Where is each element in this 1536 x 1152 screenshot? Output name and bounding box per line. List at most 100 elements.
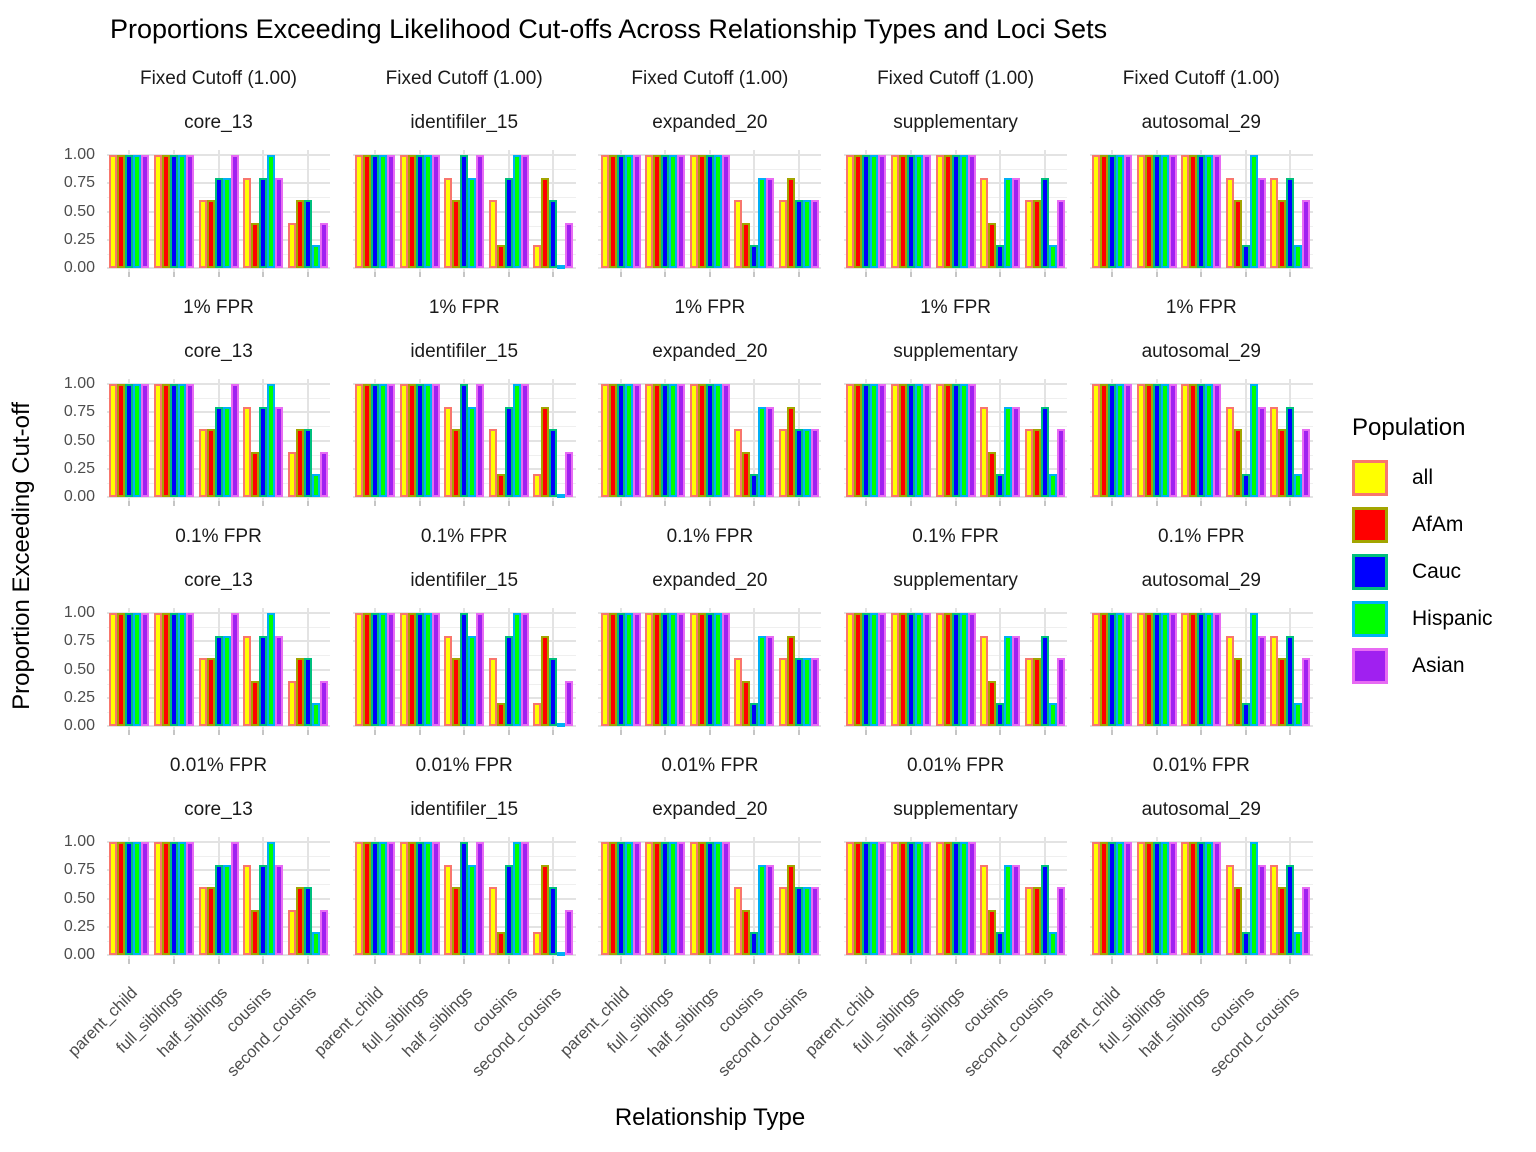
- bar-expanded_20-cousins-Hispanic: [758, 864, 767, 955]
- bar-core_13-half_siblings-Asian: [230, 842, 239, 955]
- facet-panel: [107, 608, 330, 735]
- bar-expanded_20-half_siblings-Hispanic: [713, 842, 722, 955]
- bar-autosomal_29-parent_child-AfAm: [1100, 842, 1109, 955]
- bar-core_13-full_siblings-all: [153, 842, 162, 955]
- bar-core_13-full_siblings-Hispanic: [177, 384, 186, 497]
- x-tick-mark: [1111, 272, 1114, 277]
- bar-autosomal_29-half_siblings-AfAm: [1189, 613, 1198, 726]
- bar-expanded_20-full_siblings-Cauc: [661, 842, 670, 955]
- bar-identifiler_15-parent_child-Asian: [386, 842, 395, 955]
- bar-supplementary-cousins-Hispanic: [1004, 635, 1013, 726]
- facet-strip-loci: core_13: [184, 799, 253, 820]
- x-tick-mark: [798, 272, 801, 277]
- bar-supplementary-half_siblings-Asian: [967, 613, 976, 726]
- bar-core_13-full_siblings-Cauc: [169, 613, 178, 726]
- bar-expanded_20-second_cousins-Cauc: [795, 887, 804, 955]
- bar-identifiler_15-second_cousins-Hispanic: [557, 952, 566, 956]
- bar-autosomal_29-half_siblings-Cauc: [1197, 384, 1206, 497]
- bar-supplementary-half_siblings-Cauc: [951, 384, 960, 497]
- bar-core_13-cousins-Asian: [275, 406, 284, 497]
- gridline-vertical: [1244, 837, 1247, 959]
- bar-expanded_20-parent_child-Cauc: [616, 842, 625, 955]
- bar-expanded_20-cousins-AfAm: [742, 680, 751, 726]
- facet-panel: [352, 837, 576, 964]
- bar-expanded_20-half_siblings-Hispanic: [713, 613, 722, 726]
- bar-expanded_20-half_siblings-Asian: [721, 155, 730, 268]
- bar-core_13-full_siblings-Cauc: [169, 384, 178, 497]
- x-tick-mark: [552, 272, 555, 277]
- x-tick-mark: [172, 730, 175, 735]
- bar-identifiler_15-half_siblings-Hispanic: [468, 406, 477, 497]
- bar-autosomal_29-full_siblings-Hispanic: [1160, 384, 1169, 497]
- bar-core_13-parent_child-Cauc: [125, 613, 134, 726]
- y-tick-label: 0.75: [63, 403, 95, 421]
- facet-strip-cutoff: Fixed Cutoff (1.00): [877, 68, 1035, 89]
- bar-expanded_20-second_cousins-AfAm: [787, 177, 796, 268]
- bar-autosomal_29-parent_child-all: [1092, 155, 1101, 268]
- bar-identifiler_15-parent_child-Cauc: [370, 384, 379, 497]
- bar-identifiler_15-parent_child-AfAm: [362, 842, 371, 955]
- bar-supplementary-cousins-Asian: [1012, 406, 1021, 497]
- bar-supplementary-cousins-Hispanic: [1004, 177, 1013, 268]
- bar-identifiler_15-full_siblings-Hispanic: [423, 842, 432, 955]
- legend-swatch-all: [1352, 460, 1388, 496]
- bar-supplementary-parent_child-Asian: [878, 155, 887, 268]
- bar-supplementary-full_siblings-Asian: [922, 613, 931, 726]
- bar-supplementary-cousins-Asian: [1012, 864, 1021, 955]
- bar-expanded_20-half_siblings-Asian: [721, 384, 730, 497]
- bar-autosomal_29-second_cousins-Hispanic: [1294, 474, 1303, 497]
- bar-autosomal_29-full_siblings-Cauc: [1152, 613, 1161, 726]
- x-tick-mark: [418, 730, 421, 735]
- bar-identifiler_15-second_cousins-AfAm: [541, 635, 550, 726]
- bar-autosomal_29-second_cousins-Asian: [1302, 200, 1311, 268]
- bar-core_13-cousins-Cauc: [259, 177, 268, 268]
- bar-autosomal_29-half_siblings-AfAm: [1189, 842, 1198, 955]
- bar-supplementary-cousins-AfAm: [988, 451, 997, 497]
- gridline-vertical: [753, 150, 756, 272]
- facet-strip-cutoff: 1% FPR: [1165, 297, 1237, 318]
- bar-supplementary-cousins-Hispanic: [1004, 864, 1013, 955]
- x-tick-mark: [373, 730, 376, 735]
- bar-expanded_20-half_siblings-AfAm: [697, 155, 706, 268]
- bar-identifiler_15-parent_child-Cauc: [370, 155, 379, 268]
- bar-supplementary-full_siblings-Cauc: [906, 613, 915, 726]
- bar-supplementary-cousins-AfAm: [988, 680, 997, 726]
- bar-autosomal_29-cousins-Cauc: [1241, 932, 1250, 955]
- x-tick-mark: [217, 272, 220, 277]
- x-tick-mark: [999, 501, 1002, 506]
- bar-autosomal_29-parent_child-Asian: [1124, 155, 1133, 268]
- bar-core_13-cousins-AfAm: [251, 909, 260, 955]
- bar-core_13-half_siblings-Cauc: [214, 864, 223, 955]
- bar-expanded_20-second_cousins-Asian: [811, 429, 820, 497]
- facet-strip-loci: core_13: [184, 341, 253, 362]
- bar-core_13-half_siblings-AfAm: [206, 429, 215, 497]
- bar-autosomal_29-parent_child-Asian: [1124, 613, 1133, 726]
- bar-autosomal_29-parent_child-Hispanic: [1116, 384, 1125, 497]
- bar-core_13-half_siblings-Cauc: [214, 635, 223, 726]
- bar-supplementary-second_cousins-Asian: [1056, 200, 1065, 268]
- bar-identifiler_15-cousins-Asian: [520, 842, 529, 955]
- bar-identifiler_15-half_siblings-Cauc: [460, 384, 469, 497]
- bar-core_13-second_cousins-all: [287, 222, 296, 268]
- bar-identifiler_15-cousins-Cauc: [504, 635, 513, 726]
- bar-supplementary-cousins-Asian: [1012, 635, 1021, 726]
- bar-identifiler_15-cousins-Cauc: [504, 864, 513, 955]
- bar-autosomal_29-second_cousins-Cauc: [1286, 864, 1295, 955]
- facet-panel: [352, 150, 576, 277]
- x-tick-mark: [753, 959, 756, 964]
- facet-strip-cutoff: 0.01% FPR: [1152, 755, 1250, 776]
- bar-expanded_20-half_siblings-Hispanic: [713, 384, 722, 497]
- x-tick-mark: [463, 501, 466, 506]
- bar-identifiler_15-second_cousins-Cauc: [549, 658, 558, 726]
- bar-supplementary-full_siblings-all: [890, 613, 899, 726]
- facet-strip-loci: identifiler_15: [410, 799, 519, 820]
- bar-supplementary-second_cousins-all: [1024, 887, 1033, 955]
- gridline-vertical: [753, 837, 756, 959]
- bar-identifiler_15-half_siblings-all: [444, 406, 453, 497]
- facet-strip-loci: identifiler_15: [410, 570, 519, 591]
- facet-strip-cutoff: 0.1% FPR: [175, 526, 262, 547]
- x-tick-mark: [1244, 501, 1247, 506]
- bar-supplementary-parent_child-Cauc: [862, 842, 871, 955]
- x-tick-mark: [507, 959, 510, 964]
- bar-autosomal_29-parent_child-Asian: [1124, 384, 1133, 497]
